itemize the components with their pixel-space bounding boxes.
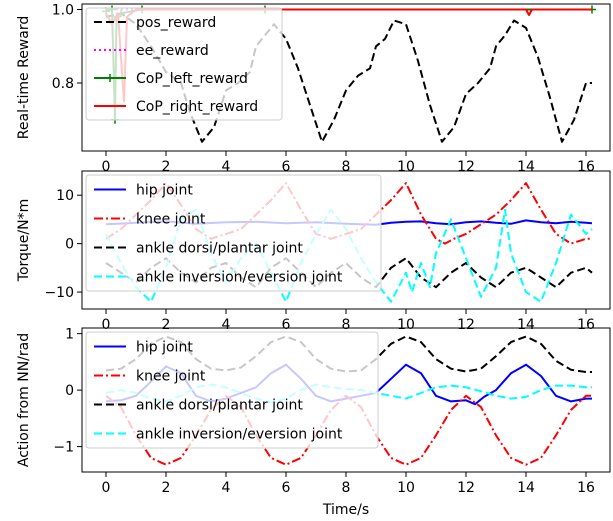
- x-tick-label: 8: [342, 159, 351, 175]
- legend: hip joint knee joint ankle dorsi/plantar j…: [85, 174, 382, 292]
- x-tick-label: 8: [342, 317, 351, 333]
- legend-label: CoP_left_reward: [136, 71, 248, 87]
- y-axis-label: Torque/N*m: [16, 199, 32, 282]
- x-tick-label: 16: [577, 480, 595, 496]
- x-tick-label: 2: [162, 317, 171, 333]
- x-tick-label: 12: [457, 159, 475, 175]
- legend-label: CoP_right_reward: [136, 99, 258, 115]
- x-tick-label: 12: [457, 317, 475, 333]
- x-tick-label: 4: [222, 480, 231, 496]
- x-tick-label: 10: [397, 317, 415, 333]
- x-tick-label: 6: [282, 317, 291, 333]
- x-tick-label: 0: [102, 317, 111, 333]
- legend: pos_reward ee_reward CoP_left_reward CoP_ri…: [85, 7, 283, 121]
- y-tick-label: 0: [65, 383, 74, 399]
- legend-label: ankle inversion/eversion joint: [136, 427, 343, 443]
- x-tick-label: 8: [342, 480, 351, 496]
- legend-label: knee joint: [136, 369, 206, 385]
- x-tick-label: 16: [577, 317, 595, 333]
- x-tick-label: 2: [162, 159, 171, 175]
- x-tick-label: 14: [517, 480, 535, 496]
- x-tick-label: 12: [457, 480, 475, 496]
- x-tick-label: 0: [102, 480, 111, 496]
- legend-label: hip joint: [136, 183, 193, 199]
- y-axis-label: Real-time Reward: [16, 16, 32, 139]
- panel-2: 0 2 4 6 8 10 12 14 16 −10 0 10 Torque/N*m hip joint kn…: [16, 170, 611, 333]
- x-tick-label: 16: [577, 159, 595, 175]
- legend-label: ee_reward: [136, 43, 209, 59]
- legend-box: [85, 7, 283, 121]
- x-tick-label: 6: [282, 480, 291, 496]
- x-tick-label: 14: [517, 317, 535, 333]
- y-tick-label: 0.8: [52, 76, 74, 92]
- x-tick-label: 4: [222, 317, 231, 333]
- y-tick-label: −1: [53, 440, 74, 456]
- series-line-1: [105, 12, 592, 143]
- x-tick-label: 0: [102, 159, 111, 175]
- legend: hip joint knee joint ankle dorsi/plantar j…: [85, 331, 379, 449]
- x-tick-label: 10: [397, 159, 415, 175]
- legend-box: [85, 174, 382, 292]
- x-tick-label: 14: [517, 159, 535, 175]
- y-tick-label: 1.0: [52, 3, 74, 19]
- y-axis-label: Action from NN/rad: [16, 333, 32, 467]
- y-tick-label: 1: [65, 327, 74, 343]
- legend-label: ankle dorsi/plantar joint: [136, 398, 303, 414]
- x-tick-label: 10: [397, 480, 415, 496]
- y-tick-label: 0: [65, 237, 74, 253]
- x-tick-label: 4: [222, 159, 231, 175]
- legend-label: ankle inversion/eversion joint: [136, 270, 343, 286]
- legend-label: hip joint: [136, 340, 193, 356]
- legend-box: [85, 331, 379, 449]
- legend-label: knee joint: [136, 212, 206, 228]
- panel-1: 0 2 4 6 8 10 12 14 16 0.8 1.0 Real-time Reward pos_r…: [16, 3, 611, 175]
- legend-marker: [106, 74, 114, 82]
- legend-label: ankle dorsi/plantar joint: [136, 241, 303, 257]
- x-tick-label: 6: [282, 159, 291, 175]
- y-tick-label: 10: [56, 188, 74, 204]
- x-tick-label: 2: [162, 480, 171, 496]
- panel-3: 0 2 4 6 8 10 12 14 16 −1 0 1 Action from NN/rad Time/…: [16, 327, 611, 518]
- legend-label: pos_reward: [136, 15, 216, 31]
- x-axis-label: Time/s: [322, 502, 369, 518]
- y-tick-label: −10: [44, 285, 74, 301]
